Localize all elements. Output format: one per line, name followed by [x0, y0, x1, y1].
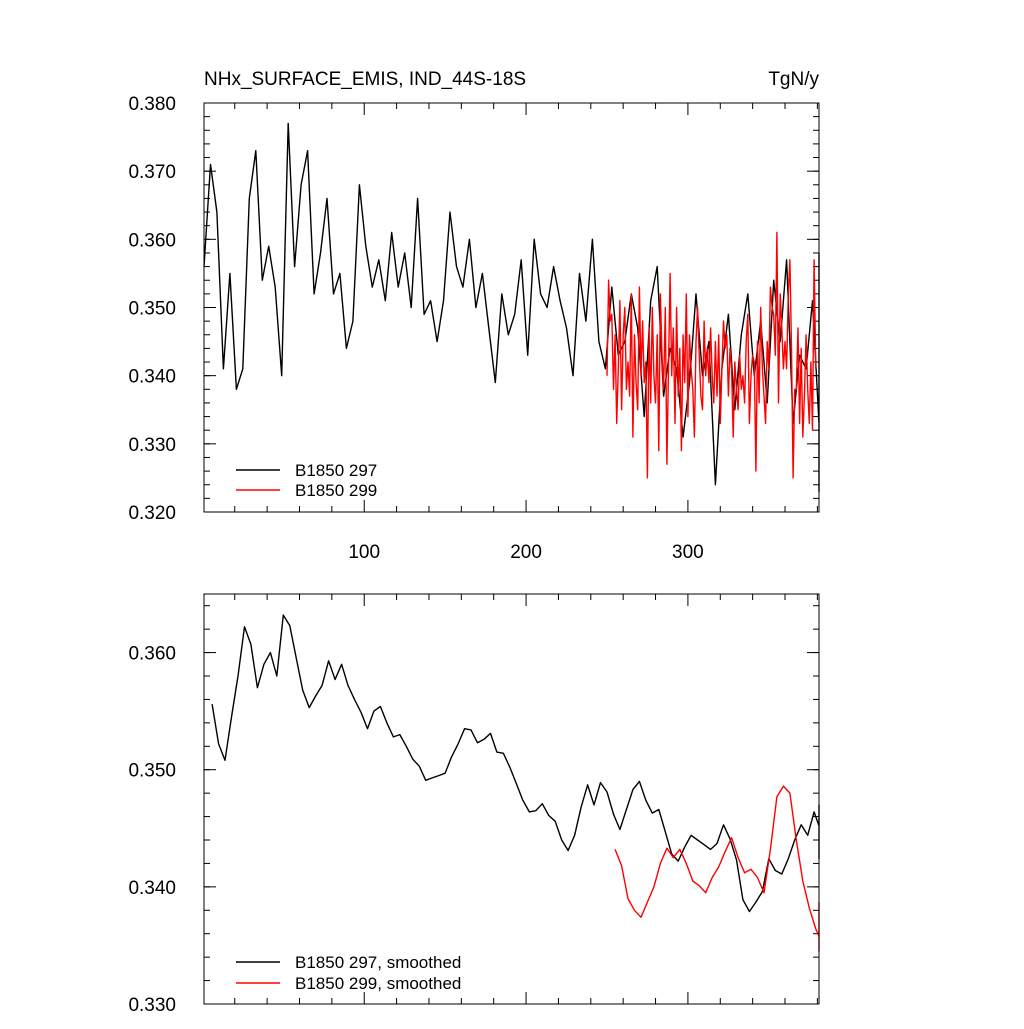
y-tick-label: 0.350	[128, 761, 176, 782]
bottom-ticks	[204, 594, 819, 1005]
series-line-b1850-299-smoothed	[614, 785, 820, 952]
top-legend: B1850 297 B1850 299	[236, 461, 377, 500]
bottom-tick-labels: 0.330 0.340 0.350 0.360	[128, 644, 176, 1016]
x-tick-label: 300	[672, 542, 704, 563]
bottom-series-group	[211, 614, 820, 952]
x-tick-label: 100	[348, 542, 380, 563]
series-line-b1850-297	[203, 122, 820, 493]
y-tick-label: 0.360	[128, 644, 176, 665]
y-tick-label: 0.370	[128, 162, 176, 183]
y-tick-label: 0.330	[128, 435, 176, 456]
y-tick-label: 0.320	[128, 503, 176, 524]
legend-label-b1850-297: B1850 297	[295, 461, 377, 480]
top-series-group	[203, 122, 820, 493]
series-line-b1850-297-smoothed	[211, 614, 820, 913]
legend-label-b1850-299-smoothed: B1850 299, smoothed	[295, 974, 461, 993]
bottom-panel: 0.330 0.340 0.350 0.360 B1850 297, smoothed…	[128, 593, 820, 1016]
x-tick-label: 200	[510, 542, 542, 563]
y-tick-label: 0.330	[128, 995, 176, 1016]
top-plot-frame	[203, 102, 820, 513]
legend-label-b1850-297-smoothed: B1850 297, smoothed	[295, 953, 461, 972]
top-ticks	[204, 102, 819, 513]
top-panel: NHx_SURFACE_EMIS, IND_44S-18S TgN/y 0.32…	[128, 69, 820, 563]
bottom-plot-frame	[203, 593, 820, 1005]
bottom-legend: B1850 297, smoothed B1850 299, smoothed	[236, 953, 461, 993]
y-tick-label: 0.360	[128, 230, 176, 251]
y-tick-label: 0.350	[128, 299, 176, 320]
top-chart-units: TgN/y	[768, 69, 819, 90]
y-tick-label: 0.380	[128, 94, 176, 115]
top-tick-labels: 0.320 0.330 0.340 0.350 0.360 0.370 0.380 100 20…	[128, 94, 703, 563]
top-chart-title: NHx_SURFACE_EMIS, IND_44S-18S	[204, 69, 526, 90]
y-tick-label: 0.340	[128, 878, 176, 899]
legend-label-b1850-299: B1850 299	[295, 481, 377, 500]
series-line-b1850-299	[606, 231, 817, 479]
y-tick-label: 0.340	[128, 367, 176, 388]
